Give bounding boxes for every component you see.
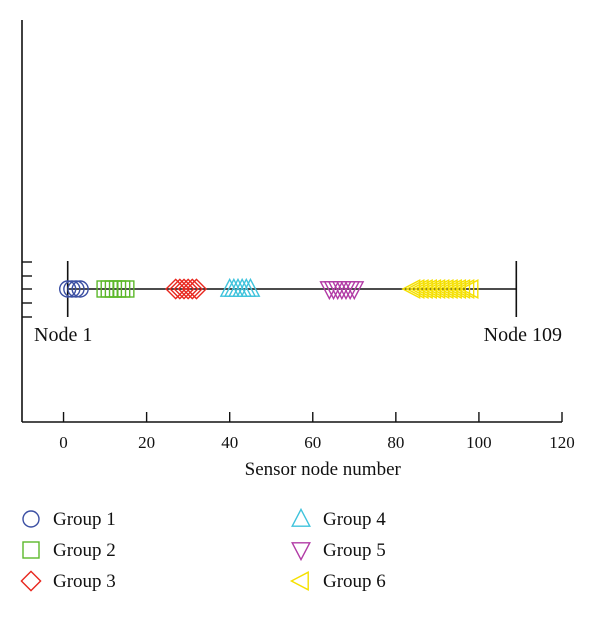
data-point [447, 279, 467, 299]
data-point [344, 281, 365, 301]
legend-marker [22, 510, 40, 528]
data-point [71, 280, 89, 298]
x-tick-label: 20 [138, 433, 155, 452]
x-tick-label: 40 [221, 433, 238, 452]
legend-item: Group 6 [289, 571, 386, 592]
x-tick-label: 80 [387, 433, 404, 452]
legend-marker [291, 542, 311, 562]
axes: 0 20 40 60 80 100 120 [21, 20, 575, 452]
legend: Group 1 Group 2 Group 3 Group 4 Group 5 Group… [20, 507, 386, 592]
data-point [117, 280, 135, 298]
legend-item: Group 4 [291, 507, 386, 530]
legend-marker [291, 507, 311, 527]
data-point [58, 280, 77, 298]
legend-label: Group 6 [323, 571, 386, 592]
x-tick-label: 100 [466, 433, 492, 452]
legend-item: Group 1 [22, 509, 116, 530]
legend-label: Group 3 [53, 571, 116, 592]
data-marks [58, 277, 479, 301]
data-point [459, 279, 479, 299]
x-axis-label: Sensor node number [245, 459, 402, 480]
legend-item: Group 5 [291, 540, 386, 562]
series-group-5 [319, 281, 365, 301]
legend-marker [20, 570, 42, 592]
series-group-2 [96, 280, 135, 298]
legend-label: Group 1 [53, 509, 116, 530]
x-tick-label: 60 [304, 433, 321, 452]
legend-marker [289, 571, 309, 591]
legend-label: Group 4 [323, 509, 386, 530]
legend-marker [22, 541, 40, 559]
data-point [455, 279, 475, 299]
series-group-4 [219, 277, 261, 297]
data-point [63, 280, 81, 298]
data-point [67, 280, 85, 298]
legend-label: Group 5 [323, 540, 386, 561]
series-group-3 [165, 278, 208, 300]
series-group-1 [58, 280, 89, 298]
legend-item: Group 2 [22, 540, 116, 561]
legend-item: Group 3 [20, 570, 116, 592]
data-point [185, 278, 208, 300]
annotations: Node 1 Node 109 [34, 324, 562, 346]
x-tick-label: 120 [549, 433, 575, 452]
data-point [181, 278, 203, 300]
legend-label: Group 2 [53, 540, 116, 561]
node-109-label: Node 109 [484, 324, 562, 346]
series-group-6 [401, 279, 479, 299]
x-tick-label: 0 [59, 433, 68, 452]
data-point [240, 277, 261, 297]
node-1-label: Node 1 [34, 324, 92, 346]
data-point [177, 278, 199, 300]
data-point [451, 279, 471, 299]
